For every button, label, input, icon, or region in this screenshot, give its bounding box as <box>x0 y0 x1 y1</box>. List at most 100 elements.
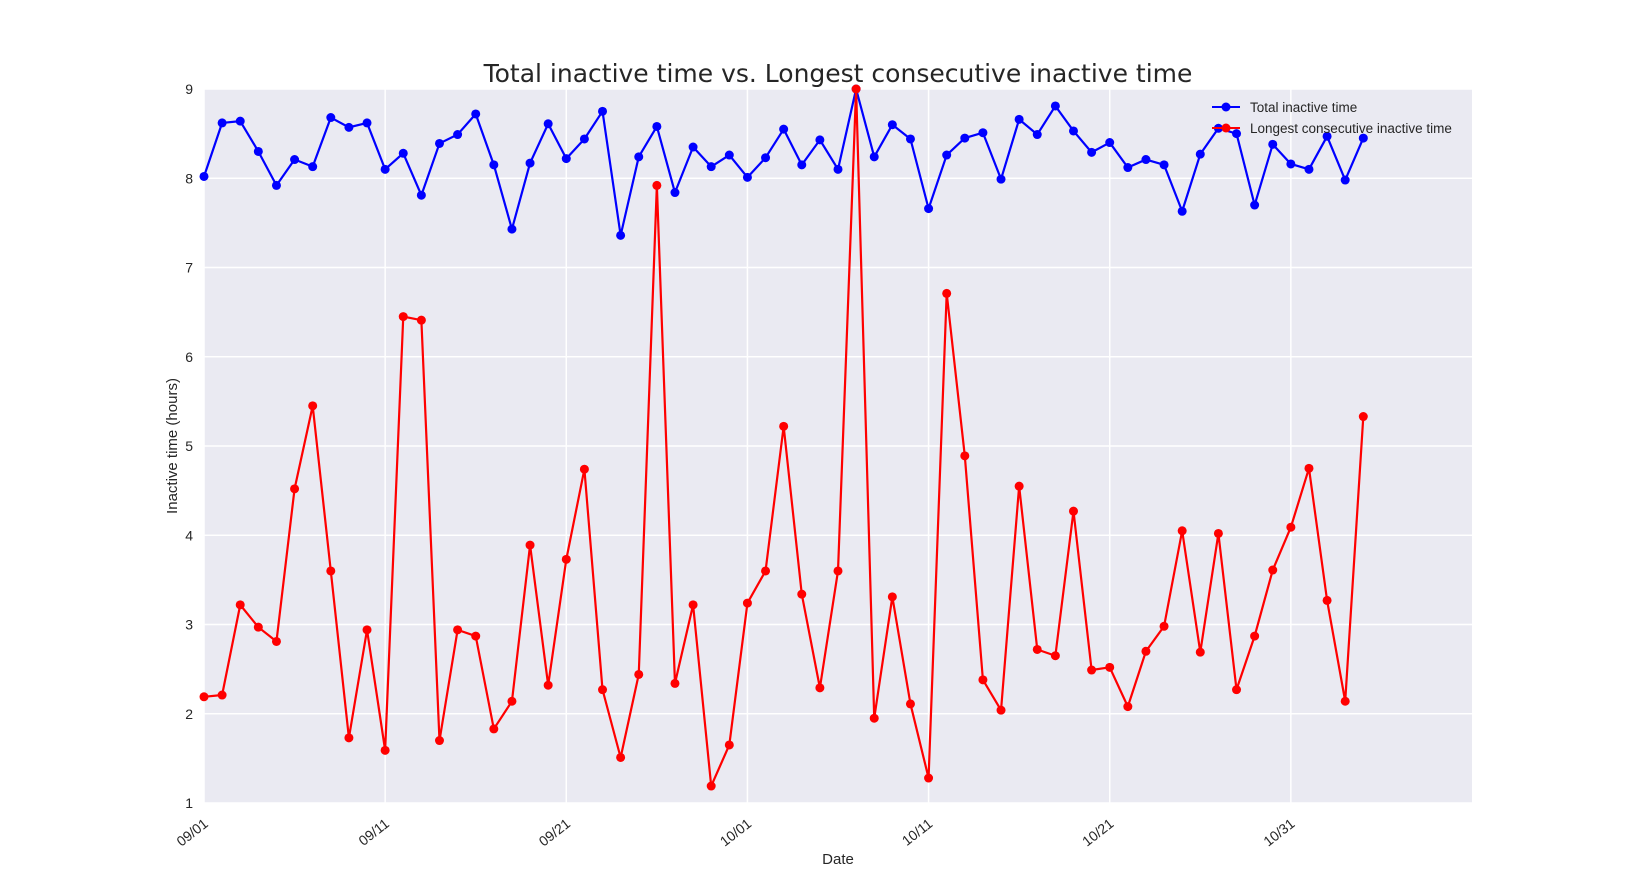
y-tick-label: 5 <box>185 438 193 454</box>
data-point <box>670 188 680 198</box>
data-point <box>905 134 915 144</box>
y-axis-label: Inactive time (hours) <box>164 378 181 514</box>
data-point <box>253 622 263 632</box>
x-axis-label: Date <box>822 851 854 868</box>
data-point <box>308 401 318 411</box>
data-point <box>362 625 372 635</box>
data-point <box>1340 175 1350 185</box>
x-tick-label: 10/31 <box>1260 815 1298 849</box>
data-point <box>561 554 571 564</box>
data-point <box>724 740 734 750</box>
data-point <box>1286 159 1296 169</box>
data-point <box>1014 114 1024 124</box>
data-point <box>905 699 915 709</box>
data-point <box>1195 149 1205 159</box>
data-point <box>271 636 281 646</box>
data-point <box>199 692 209 702</box>
data-point <box>489 724 499 734</box>
y-tick-label: 9 <box>185 81 193 97</box>
data-point <box>1340 696 1350 706</box>
y-tick-label: 7 <box>185 260 193 276</box>
data-point <box>960 133 970 143</box>
data-point <box>652 121 662 131</box>
data-point <box>634 669 644 679</box>
chart-title: Total inactive time vs. Longest consecut… <box>483 59 1193 88</box>
legend-marker-longest <box>1221 123 1231 133</box>
data-point <box>924 204 934 214</box>
data-point <box>253 146 263 156</box>
data-point <box>416 190 426 200</box>
data-point <box>290 155 300 165</box>
x-tick-label: 09/21 <box>536 815 574 849</box>
data-point <box>652 180 662 190</box>
y-tick-label: 8 <box>185 170 193 186</box>
data-point <box>1358 133 1368 143</box>
data-point <box>507 224 517 234</box>
data-point <box>1268 139 1278 149</box>
data-point <box>1358 412 1368 422</box>
series-lines <box>199 84 1368 791</box>
data-point <box>851 84 861 94</box>
data-point <box>1177 206 1187 216</box>
data-point <box>1322 131 1332 141</box>
data-point <box>1232 685 1242 695</box>
data-point <box>924 773 934 783</box>
data-point <box>742 598 752 608</box>
data-point <box>380 745 390 755</box>
data-point <box>1123 702 1133 712</box>
data-point <box>978 675 988 685</box>
y-tick-label: 6 <box>185 349 193 365</box>
data-point <box>434 736 444 746</box>
data-point <box>1032 130 1042 140</box>
data-point <box>634 152 644 162</box>
data-point <box>1177 526 1187 536</box>
data-point <box>1050 651 1060 661</box>
data-point <box>326 566 336 576</box>
data-point <box>398 312 408 322</box>
data-point <box>579 134 589 144</box>
data-point <box>507 696 517 706</box>
x-tick-label: 10/11 <box>899 815 936 849</box>
y-tick-label: 1 <box>185 795 193 811</box>
data-point <box>326 113 336 123</box>
data-point <box>217 118 227 128</box>
data-point <box>344 122 354 132</box>
legend-label-total: Total inactive time <box>1250 100 1357 115</box>
grid-lines <box>203 88 1472 804</box>
x-tick-label: 09/11 <box>355 815 392 849</box>
data-point <box>833 566 843 576</box>
data-point <box>308 162 318 172</box>
data-point <box>344 733 354 743</box>
data-point <box>1250 200 1260 210</box>
y-tick-label: 2 <box>185 706 193 722</box>
data-point <box>525 158 535 168</box>
data-point <box>1105 662 1115 672</box>
data-point <box>978 128 988 138</box>
data-point <box>1304 164 1314 174</box>
data-point <box>471 109 481 119</box>
data-point <box>616 230 626 240</box>
data-point <box>235 116 245 126</box>
data-point <box>380 164 390 174</box>
data-point <box>833 164 843 174</box>
x-tick-label: 09/01 <box>173 815 211 849</box>
legend: Total inactive time Longest consecutive … <box>1212 100 1452 136</box>
data-point <box>398 148 408 158</box>
data-point <box>471 631 481 641</box>
data-point <box>779 124 789 134</box>
data-point <box>362 118 372 128</box>
data-point <box>887 120 897 130</box>
data-point <box>1322 595 1332 605</box>
data-point <box>815 683 825 693</box>
data-point <box>942 288 952 298</box>
data-point <box>453 625 463 635</box>
data-point <box>217 690 227 700</box>
y-tick-labels: 1 2 3 4 5 6 7 8 9 <box>185 81 193 811</box>
data-point <box>1068 126 1078 136</box>
data-point <box>797 160 807 170</box>
data-point <box>869 713 879 723</box>
data-point <box>525 540 535 550</box>
data-point <box>616 752 626 762</box>
data-point <box>1087 147 1097 157</box>
data-point <box>1232 129 1242 139</box>
